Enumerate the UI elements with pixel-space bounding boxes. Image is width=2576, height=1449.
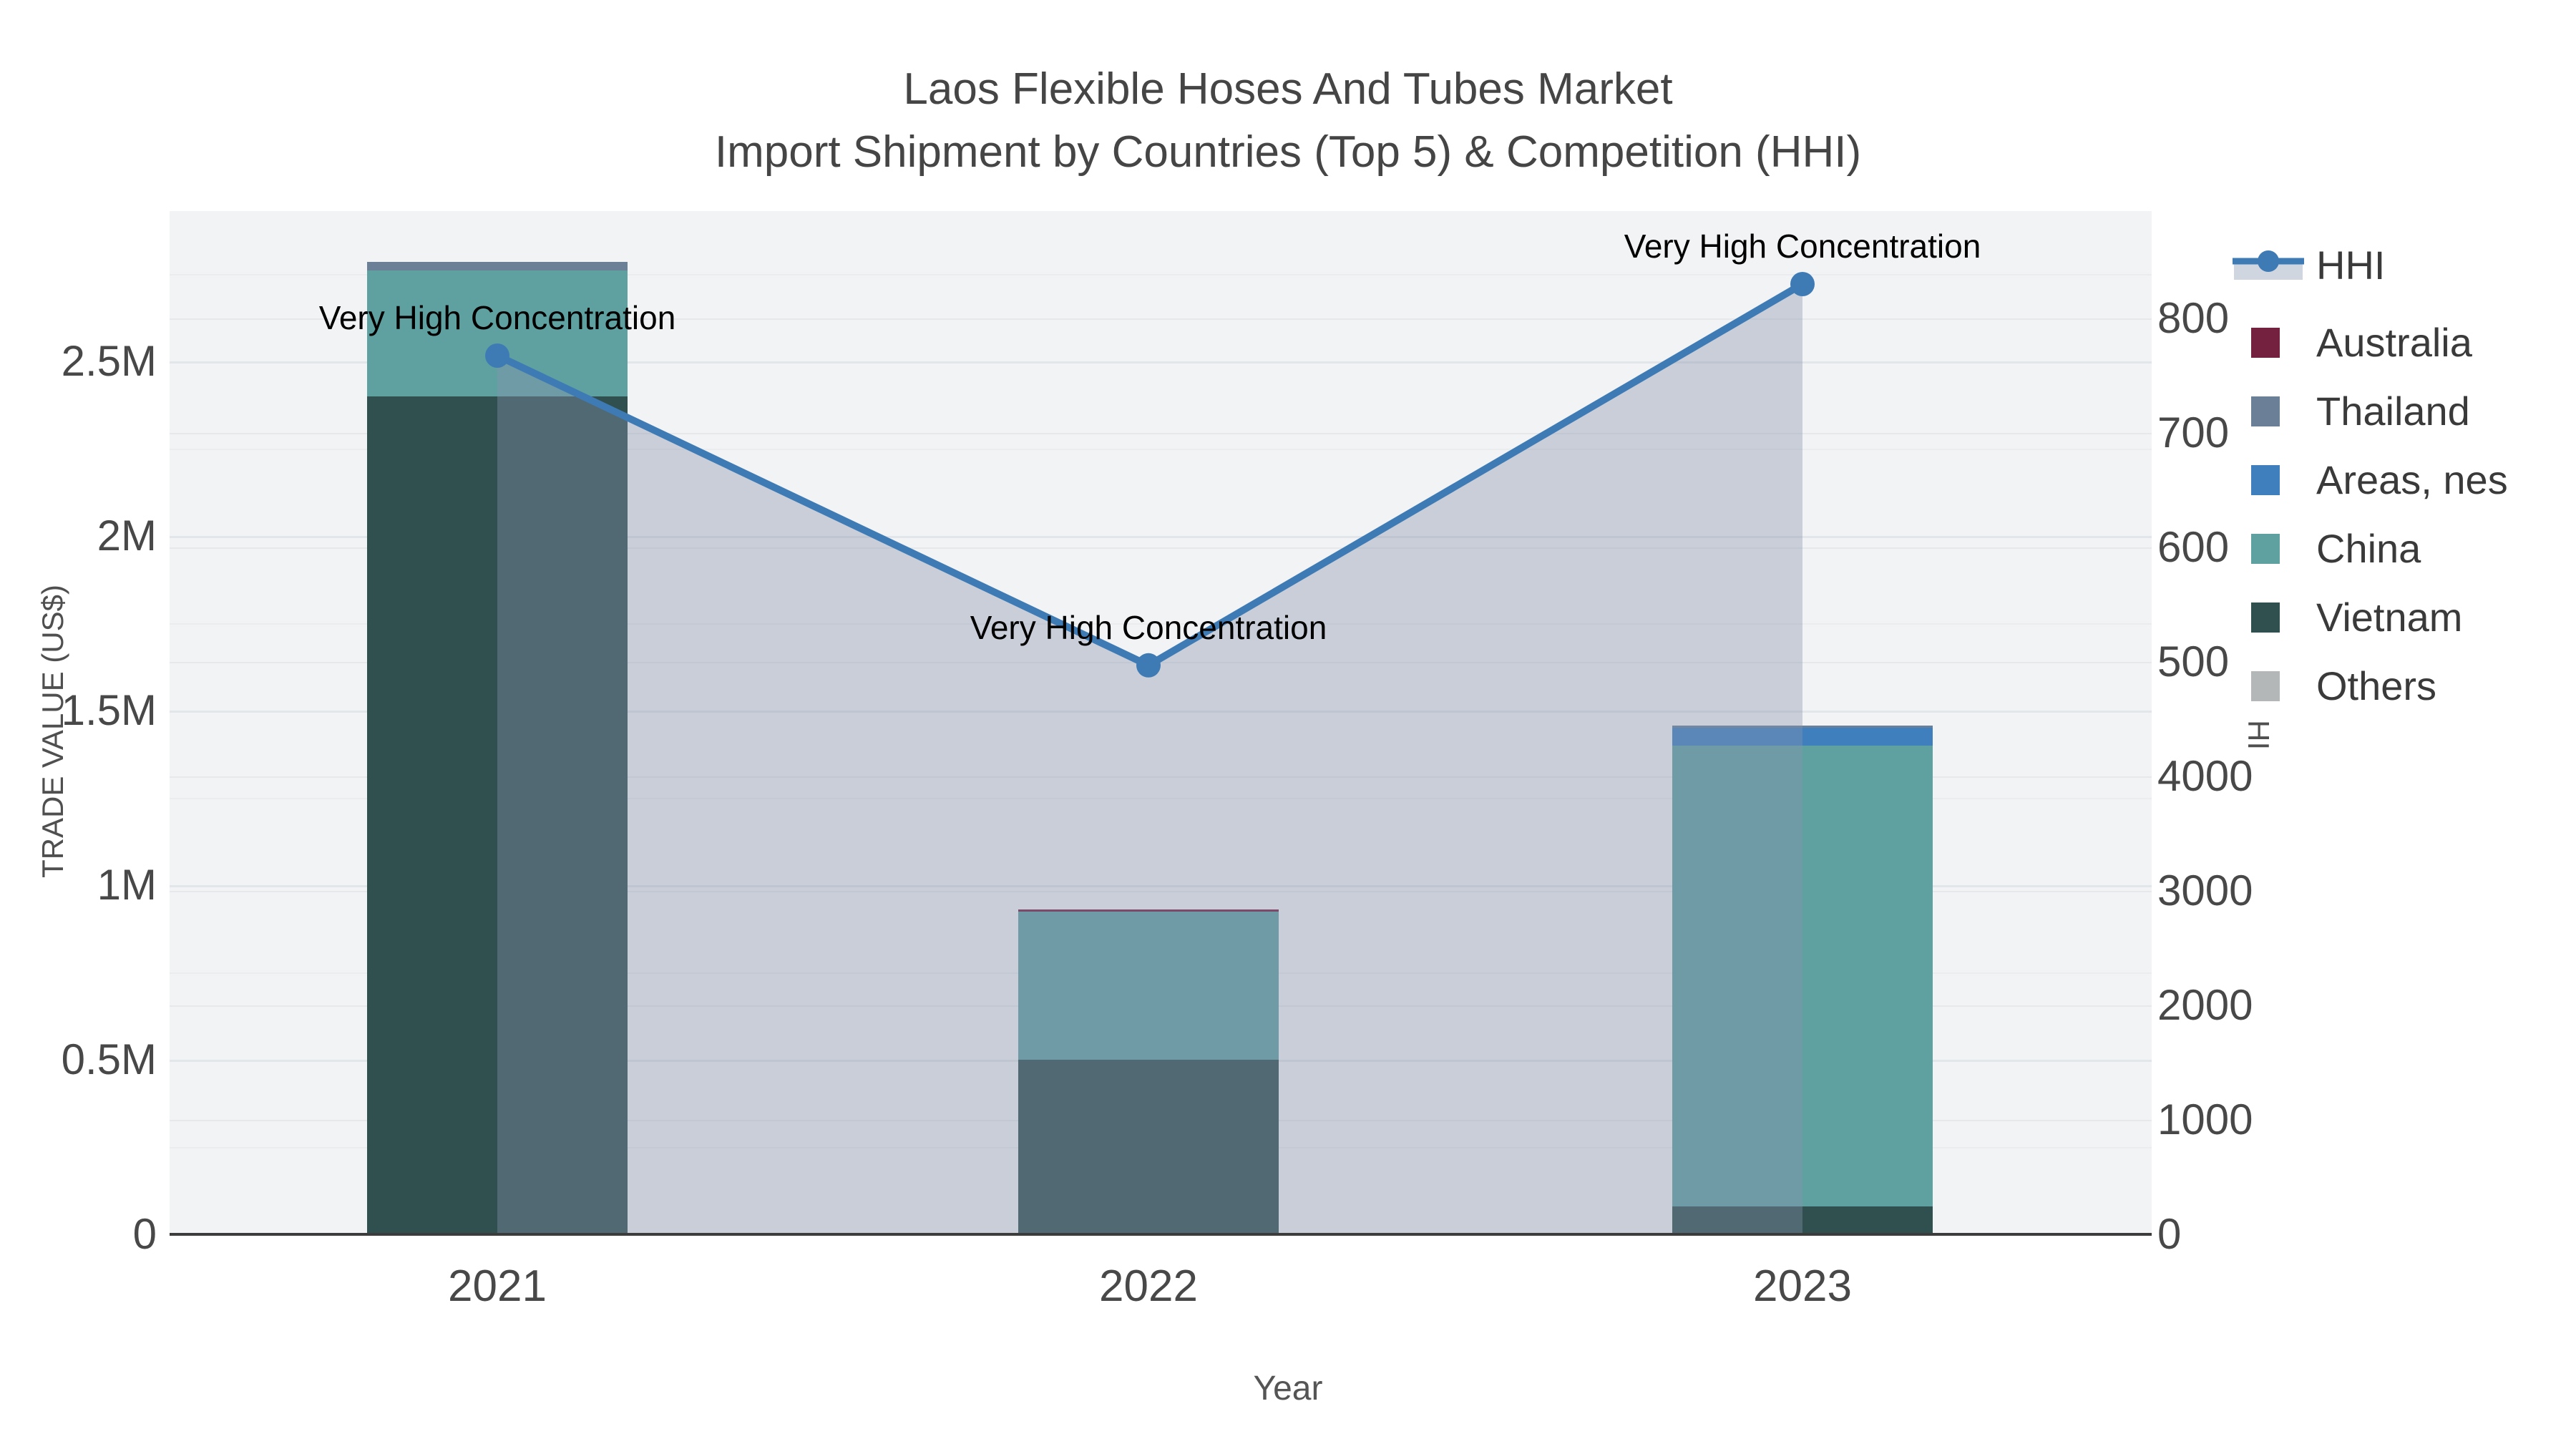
gridline (170, 885, 2152, 887)
left-tick-0.5M: 0.5M (61, 1035, 157, 1083)
hhi-area-fill (497, 284, 1802, 1234)
legend-label: Others (2316, 663, 2437, 708)
gridline (170, 662, 2152, 663)
x-tick-2022: 2022 (1099, 1262, 1198, 1311)
bar-2023-china[interactable] (1672, 745, 1933, 1206)
legend-swatch (2251, 602, 2280, 633)
x-tick-2023: 2023 (1753, 1262, 1852, 1311)
chart-title-line1: Laos Flexible Hoses And Tubes Market (903, 64, 1673, 114)
x-tick-2021: 2021 (448, 1262, 547, 1311)
gridline (170, 318, 2152, 320)
legend-item-areas-nes[interactable]: Areas, nes (2228, 446, 2576, 514)
right-tick-0: 0 (2157, 1210, 2182, 1258)
legend: HHI Australia Thailand Areas, nes China Vietn… (2228, 231, 2576, 721)
bar-2021-china[interactable] (367, 270, 628, 396)
legend-label: HHI (2316, 243, 2386, 288)
bar-2022-china[interactable] (1018, 911, 1279, 1060)
legend-item-others[interactable]: Others (2228, 652, 2576, 721)
hhi-legend-symbol (2233, 250, 2304, 280)
gridline (170, 798, 2152, 799)
legend-item-vietnam[interactable]: Vietnam (2228, 583, 2576, 652)
legend-swatch (2251, 534, 2280, 564)
bar-2023-thailand[interactable] (1672, 726, 1933, 728)
gridline (170, 891, 2152, 892)
right-tick-2000: 2000 (2157, 981, 2253, 1029)
hhi-marker-2022[interactable] (1136, 653, 1161, 678)
left-axis-title: TRADE VALUE (US$) (36, 585, 69, 878)
legend-swatch (2251, 328, 2280, 358)
left-tick-0: 0 (132, 1210, 157, 1258)
legend-item-china[interactable]: China (2228, 514, 2576, 583)
legend-swatch (2251, 465, 2280, 495)
right-tick-3000: 3000 (2157, 867, 2253, 914)
legend-label: Australia (2316, 320, 2472, 365)
hhi-marker-2023[interactable] (1790, 272, 1815, 296)
bar-2022-vietnam[interactable] (1018, 1060, 1279, 1234)
x-axis-title: Year (1253, 1370, 1323, 1407)
left-tick-2.5M: 2.5M (61, 337, 157, 385)
right-tick-4000: 4000 (2157, 752, 2253, 800)
legend-item-hhi[interactable]: HHI (2228, 231, 2576, 300)
bar-2022-australia[interactable] (1018, 909, 1279, 912)
gridline (170, 361, 2152, 364)
bar-2021-vietnam[interactable] (367, 396, 628, 1234)
bar-2023-vietnam[interactable] (1672, 1206, 1933, 1234)
chart-title-line2: Import Shipment by Countries (Top 5) & C… (714, 127, 1862, 177)
gridline (170, 536, 2152, 538)
legend-label: Vietnam (2316, 595, 2463, 640)
legend-swatch (2251, 396, 2280, 426)
legend-item-australia[interactable]: Australia (2228, 308, 2576, 377)
bar-2023-areas-nes[interactable] (1672, 728, 1933, 746)
gridline (170, 711, 2152, 713)
annotation-2022: Very High Concentration (970, 608, 1327, 646)
gridline (170, 623, 2152, 625)
legend-item-thailand[interactable]: Thailand (2228, 377, 2576, 446)
gridline (170, 449, 2152, 450)
left-tick-1.5M: 1.5M (61, 686, 157, 734)
gridline (170, 274, 2152, 275)
left-tick-1M: 1M (97, 861, 157, 909)
x-axis-line (170, 1233, 2152, 1236)
legend-label: China (2316, 526, 2421, 571)
legend-swatch (2251, 671, 2280, 701)
bar-2021-thailand[interactable] (367, 261, 628, 271)
gridline (170, 547, 2152, 549)
right-tick-1000: 1000 (2157, 1096, 2253, 1143)
hhi-marker-2021[interactable] (485, 343, 509, 368)
left-tick-2M: 2M (97, 512, 157, 560)
gridline (170, 776, 2152, 778)
annotation-2023: Very High Concentration (1624, 228, 1981, 265)
gridline (170, 433, 2152, 434)
hhi-markers (485, 272, 1815, 678)
annotation-2021: Very High Concentration (318, 299, 676, 336)
legend-label: Thailand (2316, 389, 2470, 434)
legend-label: Areas, nes (2316, 457, 2508, 502)
